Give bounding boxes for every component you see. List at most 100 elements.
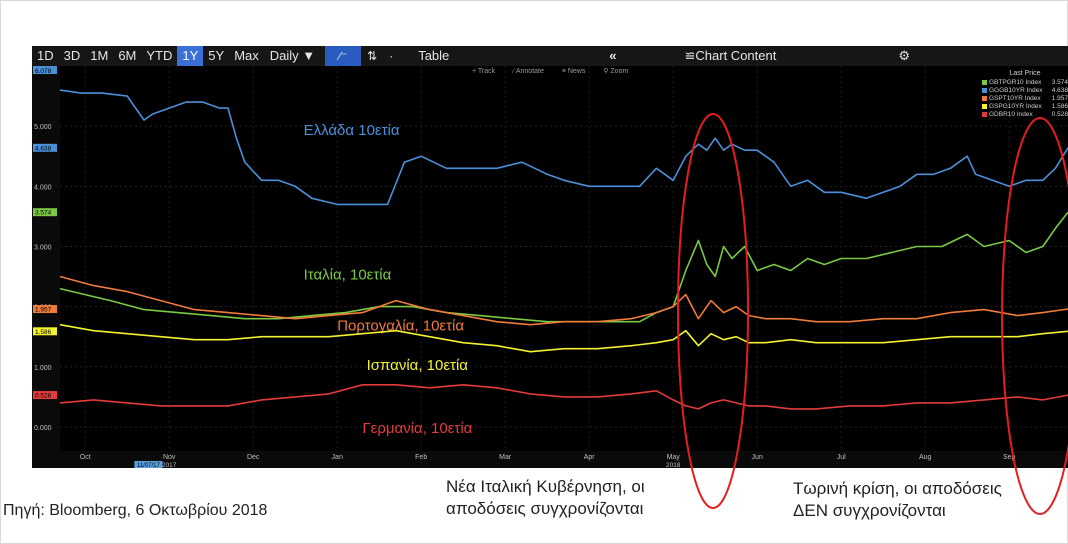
x-tick-label: Mar (499, 454, 512, 461)
range-3d-button[interactable]: 3D (63, 48, 81, 63)
legend-title: Last Price (1009, 70, 1041, 77)
compare-arrows-icon[interactable]: ⇅ (367, 49, 378, 63)
x-axis-strip (60, 451, 1068, 468)
table-button[interactable]: Table (418, 48, 450, 63)
source-caption: Πηγή: Bloomberg, 6 Οκτωβρίου 2018 (3, 502, 268, 519)
legend-swatch (982, 111, 987, 117)
series-value-tag (33, 208, 57, 217)
legend-series-value: 3.574 (1051, 78, 1068, 86)
legend-series-value: 1.957 (1051, 94, 1068, 102)
x-year-label: 2017 (162, 462, 177, 468)
series-value-label: 3.574 (35, 210, 52, 217)
legend-entry: GSPG10YR Index 1.586 (982, 102, 1068, 110)
chart-content-label: Chart Content (695, 48, 777, 63)
gear-icon[interactable]: ⚙ (898, 48, 910, 63)
range-5y-button[interactable]: 5Y (208, 48, 225, 63)
range-ytd-button[interactable]: YTD (146, 48, 173, 63)
series-value-label: 0.528 (35, 393, 52, 400)
series-label: Ιταλία, 10ετία (304, 267, 392, 284)
interval-dropdown[interactable]: Daily ▼ (269, 48, 316, 63)
chart-content-icon: ≌ (684, 48, 696, 63)
series-value-tag (33, 391, 57, 400)
legend-series-name: GSPT10YR Index (989, 94, 1041, 102)
current-crisis-annotation: Τωρινή κρίση, οι αποδόσεις ΔΕΝ συγχρονίζ… (793, 478, 1002, 522)
y-tick-label: 1.000 (34, 365, 52, 372)
series-value-label: 4.638 (35, 145, 52, 152)
series-value-tag (33, 327, 57, 336)
x-tick-label: Oct (80, 454, 91, 461)
x-tick-label: Sep (1003, 454, 1016, 461)
y-top-tag (33, 66, 57, 74)
legend-swatch (982, 87, 987, 93)
range-1y-button[interactable]: 1Y (177, 46, 204, 66)
x-tick-label: Jun (752, 454, 763, 461)
collapse-icon[interactable]: « (609, 48, 617, 63)
legend-entry: GSPT10YR Index 1.957 (982, 94, 1068, 102)
yield-chart: 0.0001.0002.0003.0004.0005.0006.078OctNo… (32, 66, 1068, 468)
x-tick-label: May (667, 454, 681, 461)
legend-swatch (982, 95, 987, 101)
x-tick-label: Apr (584, 454, 596, 461)
series-label: Πορτογαλία, 10ετία (337, 318, 464, 335)
x-tick-label: Nov (163, 454, 176, 461)
dot-menu-icon[interactable]: · (389, 49, 394, 63)
legend-series-value: 0.528 (1051, 110, 1068, 118)
series-label: Γερμανία, 10ετία (362, 420, 472, 437)
legend-series-name: GDBR10 Index (989, 110, 1033, 118)
x-tick-label: Jan (332, 454, 343, 461)
series-label: Ισπανία, 10ετία (367, 357, 469, 374)
italy-annotation: Νέα Ιταλική Κυβέρνηση, οι αποδόσεις συγχ… (446, 476, 645, 520)
chart-content-button[interactable]: ≌Chart Content (680, 46, 782, 66)
current-crisis-line2: ΔΕΝ συγχρονίζονται (793, 501, 946, 520)
chart-toolbar: 1D 3D 1M 6M YTD 1Y 5Y Max Daily ▼ ∕⁻ ⇅ ·… (32, 46, 1068, 66)
y-tick-label: 0.000 (34, 425, 52, 432)
y-axis-strip (32, 66, 60, 468)
annotate-tool[interactable]: ∕ Annotate (513, 68, 544, 75)
series-value-tag (33, 143, 57, 152)
bloomberg-chart-panel: 1D 3D 1M 6M YTD 1Y 5Y Max Daily ▼ ∕⁻ ⇅ ·… (32, 46, 1068, 468)
legend-series-value: 1.586 (1051, 102, 1068, 110)
x-tick-label: Feb (415, 454, 427, 461)
y-tick-label: 4.000 (34, 184, 52, 191)
series-line (59, 211, 1068, 323)
current-crisis-line1: Τωρινή κρίση, οι αποδόσεις (793, 479, 1002, 498)
range-1d-button[interactable]: 1D (37, 48, 54, 63)
italy-annotation-line2: αποδόσεις συγχρονίζονται (446, 499, 644, 518)
chart-legend: Last Price GBTPGR10 Index 3.574 GGGB10YR I… (982, 70, 1068, 118)
news-tool[interactable]: ≡ News (561, 68, 586, 75)
legend-swatch (982, 103, 987, 109)
series-value-label: 1.586 (35, 329, 52, 336)
x-year-label: 2018 (666, 462, 681, 468)
track-tool[interactable]: + Track (472, 68, 496, 75)
legend-entry: GGGB10YR Index 4.638 (982, 86, 1068, 94)
series-line (59, 323, 1068, 353)
legend-swatch (982, 79, 987, 85)
legend-series-value: 4.638 (1051, 86, 1068, 94)
start-date-tag (134, 461, 163, 468)
y-tick-label: 5.000 (34, 124, 52, 131)
line-chart-icon[interactable]: ∕⁻ (325, 46, 362, 66)
range-1m-button[interactable]: 1M (90, 48, 109, 63)
range-max-button[interactable]: Max (234, 48, 259, 63)
legend-series-name: GGGB10YR Index (989, 86, 1043, 94)
y-top-label: 6.078 (35, 68, 52, 75)
x-tick-label: Jul (837, 454, 846, 461)
start-date-label: 11/07/17 (137, 463, 161, 468)
series-line (59, 89, 1068, 206)
series-line (59, 275, 1068, 326)
series-label: Ελλάδα 10ετία (304, 122, 400, 139)
x-tick-label: Aug (919, 454, 932, 461)
series-value-label: 1.957 (35, 307, 52, 314)
legend-series-name: GSPG10YR Index (989, 102, 1042, 110)
y-tick-label: 3.000 (34, 244, 52, 251)
legend-entry: GDBR10 Index 0.528 (982, 110, 1068, 118)
range-6m-button[interactable]: 6M (118, 48, 137, 63)
series-value-tag (33, 305, 57, 314)
series-line (59, 384, 1068, 410)
chart-subtoolbar: + Track ∕ Annotate ≡ News ⚲ Zoom (472, 67, 644, 75)
legend-entry: GBTPGR10 Index 3.574 (982, 78, 1068, 86)
zoom-tool[interactable]: ⚲ Zoom (603, 68, 629, 75)
italy-annotation-line1: Νέα Ιταλική Κυβέρνηση, οι (446, 477, 645, 496)
legend-series-name: GBTPGR10 Index (989, 78, 1042, 86)
x-tick-label: Dec (247, 454, 260, 461)
